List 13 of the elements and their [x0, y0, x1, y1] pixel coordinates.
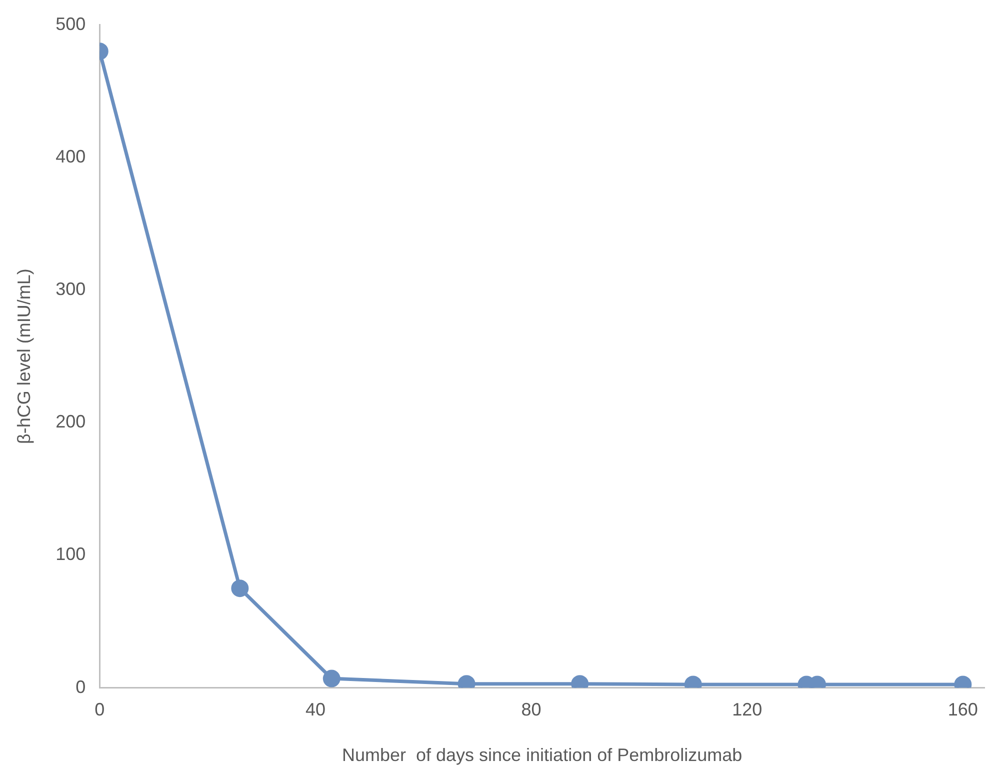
y-tick-label: 0 — [76, 676, 86, 697]
x-tick-label: 40 — [305, 700, 326, 720]
x-axis-title: Number of days since initiation of Pembrolizumab — [342, 745, 742, 766]
y-tick-label: 200 — [56, 412, 86, 432]
y-tick-label: 500 — [56, 14, 86, 34]
y-tick-label: 400 — [56, 146, 86, 166]
x-tick-label: 80 — [521, 700, 542, 720]
y-tick-label: 100 — [56, 544, 86, 564]
x-tick-label: 0 — [94, 700, 105, 720]
y-tick-label: 300 — [56, 278, 86, 299]
y-axis-title: β-hCG level (mIU/mL) — [14, 268, 34, 444]
x-tick-label: 120 — [732, 700, 762, 720]
x-tick-label: 160 — [948, 700, 978, 720]
